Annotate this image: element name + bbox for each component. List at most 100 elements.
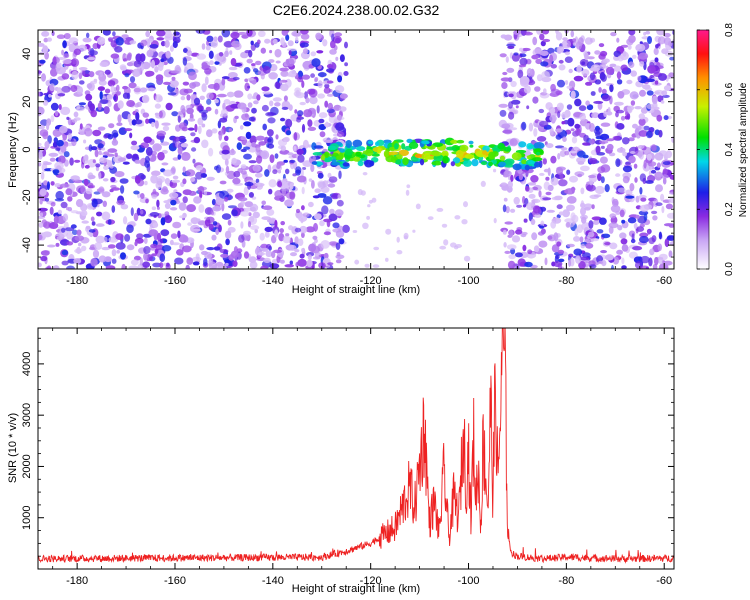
heatmap-cell	[501, 123, 511, 129]
heatmap-cell	[655, 202, 663, 207]
heatmap-cell	[122, 161, 130, 165]
heatmap-cell	[572, 38, 577, 42]
heatmap-cell	[128, 82, 137, 89]
heatmap-cell	[539, 172, 545, 176]
heatmap-cell	[588, 122, 595, 132]
heatmap-cell	[212, 205, 222, 212]
heatmap-cell	[343, 71, 349, 76]
heatmap-cell	[185, 264, 190, 269]
heatmap-cell	[637, 151, 643, 158]
heatmap-cell	[226, 170, 236, 180]
heatmap-cell	[291, 30, 302, 37]
heatmap-cell	[396, 250, 403, 255]
heatmap-cell	[522, 244, 527, 252]
heatmap-cell	[74, 235, 85, 242]
heatmap-cell	[248, 160, 257, 164]
heatmap-cell	[660, 100, 665, 104]
heatmap-cell	[38, 142, 42, 147]
heatmap-cell	[504, 250, 511, 254]
heatmap-cell	[115, 91, 122, 96]
y-tick-label: 3000	[21, 403, 33, 427]
heatmap-cell	[564, 56, 573, 63]
heatmap-cell	[541, 70, 550, 80]
heatmap-cell	[566, 196, 577, 204]
heatmap-cell	[139, 257, 143, 266]
heatmap-cell	[225, 262, 229, 267]
heatmap-cell	[111, 249, 117, 257]
heatmap-cell	[269, 100, 274, 107]
heatmap-cell	[591, 204, 595, 210]
heatmap-cell	[243, 207, 252, 212]
x-tick-label: -80	[558, 275, 574, 287]
heatmap-cell	[182, 81, 190, 86]
heatmap-cell	[602, 58, 610, 63]
heatmap-cell	[301, 248, 305, 253]
heatmap-cell	[366, 146, 373, 151]
heatmap-cell	[308, 178, 313, 182]
heatmap-cell	[540, 61, 549, 67]
heatmap-cell	[521, 47, 531, 52]
heatmap-cell	[50, 102, 59, 111]
heatmap-cell	[625, 189, 633, 195]
heatmap-cell	[512, 109, 519, 115]
heatmap-cell	[574, 228, 579, 237]
heatmap-cell	[344, 41, 348, 49]
heatmap-cell	[117, 157, 126, 162]
heatmap-cell	[156, 37, 165, 41]
heatmap-cell	[115, 233, 124, 241]
heatmap-cell	[69, 157, 74, 166]
heatmap-cell	[334, 85, 345, 94]
heatmap-cell	[116, 199, 126, 206]
heatmap-cell	[285, 233, 290, 237]
heatmap-cell	[156, 199, 160, 208]
heatmap-cell	[635, 214, 640, 219]
heatmap-cell	[334, 209, 344, 217]
heatmap-cell	[197, 185, 205, 195]
x-tick-label: -120	[360, 575, 382, 587]
heatmap-cell	[261, 247, 269, 252]
heatmap-cell	[173, 31, 180, 36]
heatmap-cell	[352, 139, 363, 148]
heatmap-cell	[63, 33, 71, 40]
heatmap-cell	[319, 131, 326, 138]
heatmap-cell	[154, 112, 160, 116]
heatmap-cell	[218, 224, 222, 233]
heatmap-cell	[627, 217, 637, 224]
heatmap-cell	[265, 111, 275, 117]
heatmap-cell	[52, 141, 58, 148]
heatmap-cell	[329, 49, 337, 55]
heatmap-cell	[533, 127, 538, 137]
heatmap-cell	[150, 174, 159, 184]
heatmap-cell	[64, 227, 75, 232]
heatmap-cell	[328, 241, 338, 246]
heatmap-cell	[652, 215, 658, 221]
heatmap-cell	[119, 178, 129, 184]
heatmap-cell	[522, 204, 527, 208]
heatmap-cell	[594, 185, 605, 195]
heatmap-cell	[336, 252, 341, 257]
heatmap-cell	[558, 59, 564, 64]
heatmap-cell	[255, 178, 260, 184]
heatmap-cell	[396, 236, 400, 243]
heatmap-cell	[315, 32, 322, 40]
heatmap-cell	[180, 96, 186, 101]
heatmap-cell	[580, 187, 585, 195]
heatmap-cell	[156, 30, 166, 37]
heatmap-cell	[536, 136, 547, 142]
heatmap-cell	[581, 61, 586, 65]
heatmap-cell	[51, 30, 55, 36]
heatmap-cell	[130, 145, 140, 151]
heatmap-cell	[632, 246, 643, 251]
heatmap-cell	[187, 127, 195, 131]
heatmap-cell	[629, 151, 636, 154]
heatmap-cell	[647, 64, 656, 74]
heatmap-cell	[165, 262, 170, 267]
heatmap-cell	[431, 151, 442, 157]
heatmap-cell	[247, 93, 253, 100]
heatmap-cell	[55, 242, 60, 247]
heatmap-cell	[206, 129, 213, 138]
heatmap-cell	[68, 43, 76, 53]
heatmap-cell	[143, 246, 151, 254]
heatmap-cell	[107, 244, 116, 249]
heatmap-cell	[274, 153, 279, 159]
